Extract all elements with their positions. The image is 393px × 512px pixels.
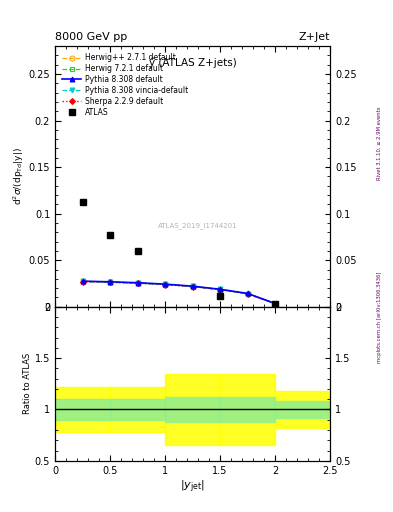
Herwig 7.2.1 default (218, 287, 222, 293)
Sherpa 2.2.9 default (218, 287, 222, 293)
Pythia 8.308 vincia-default (190, 283, 195, 289)
Text: mcplots.cern.ch [arXiv:1306.3436]: mcplots.cern.ch [arXiv:1306.3436] (377, 272, 382, 363)
Herwig 7.2.1 default (245, 291, 250, 297)
Text: 8000 GeV pp: 8000 GeV pp (55, 32, 127, 42)
Pythia 8.308 vincia-default (80, 279, 85, 285)
Herwig++ 2.7.1 default (108, 279, 112, 285)
Pythia 8.308 default (135, 280, 140, 286)
Legend: Herwig++ 2.7.1 default, Herwig 7.2.1 default, Pythia 8.308 default, Pythia 8.308: Herwig++ 2.7.1 default, Herwig 7.2.1 def… (59, 50, 191, 120)
Herwig 7.2.1 default (273, 301, 277, 307)
Pythia 8.308 vincia-default (108, 279, 112, 285)
Text: ŷ (ATLAS Z+jets): ŷ (ATLAS Z+jets) (149, 56, 237, 68)
Herwig 7.2.1 default (163, 282, 167, 288)
Line: Pythia 8.308 vincia-default: Pythia 8.308 vincia-default (80, 279, 277, 306)
Sherpa 2.2.9 default (108, 279, 112, 285)
Herwig 7.2.1 default (190, 284, 195, 290)
Herwig++ 2.7.1 default (245, 291, 250, 297)
Y-axis label: Ratio to ATLAS: Ratio to ATLAS (23, 353, 32, 414)
Herwig++ 2.7.1 default (218, 287, 222, 293)
X-axis label: $|y_{\rm jet}|$: $|y_{\rm jet}|$ (180, 478, 205, 495)
Sherpa 2.2.9 default (245, 291, 250, 297)
Text: Z+Jet: Z+Jet (299, 32, 330, 42)
Pythia 8.308 vincia-default (135, 280, 140, 286)
ATLAS (108, 232, 112, 238)
Pythia 8.308 default (273, 301, 277, 307)
Line: ATLAS: ATLAS (79, 199, 279, 307)
Herwig++ 2.7.1 default (135, 280, 140, 286)
Line: Pythia 8.308 default: Pythia 8.308 default (80, 279, 277, 306)
Pythia 8.308 default (190, 283, 195, 289)
Pythia 8.308 vincia-default (163, 281, 167, 287)
Pythia 8.308 default (80, 278, 85, 284)
Text: Rivet 3.1.10, ≥ 2.9M events: Rivet 3.1.10, ≥ 2.9M events (377, 106, 382, 180)
Pythia 8.308 vincia-default (273, 301, 277, 307)
Sherpa 2.2.9 default (190, 284, 195, 290)
Herwig++ 2.7.1 default (163, 282, 167, 288)
Y-axis label: d$^2\sigma$/(dp$_{\rm Td}$|y|): d$^2\sigma$/(dp$_{\rm Td}$|y|) (11, 147, 26, 205)
Line: Herwig 7.2.1 default: Herwig 7.2.1 default (80, 279, 277, 306)
Sherpa 2.2.9 default (163, 282, 167, 288)
Sherpa 2.2.9 default (273, 301, 277, 307)
Herwig 7.2.1 default (135, 280, 140, 286)
ATLAS (218, 292, 222, 298)
Sherpa 2.2.9 default (135, 280, 140, 286)
Pythia 8.308 default (245, 290, 250, 296)
Herwig 7.2.1 default (108, 279, 112, 285)
Line: Sherpa 2.2.9 default: Sherpa 2.2.9 default (81, 280, 277, 306)
Pythia 8.308 default (163, 281, 167, 287)
ATLAS (80, 199, 85, 205)
Pythia 8.308 default (108, 279, 112, 285)
Text: ATLAS_2019_I1744201: ATLAS_2019_I1744201 (158, 223, 238, 229)
Pythia 8.308 vincia-default (218, 286, 222, 292)
ATLAS (135, 248, 140, 254)
Line: Herwig++ 2.7.1 default: Herwig++ 2.7.1 default (80, 279, 277, 306)
Pythia 8.308 default (218, 286, 222, 292)
Pythia 8.308 vincia-default (245, 291, 250, 297)
Herwig++ 2.7.1 default (273, 301, 277, 307)
ATLAS (273, 301, 277, 307)
Herwig++ 2.7.1 default (190, 284, 195, 290)
Herwig++ 2.7.1 default (80, 279, 85, 285)
Herwig 7.2.1 default (80, 279, 85, 285)
Sherpa 2.2.9 default (80, 279, 85, 285)
